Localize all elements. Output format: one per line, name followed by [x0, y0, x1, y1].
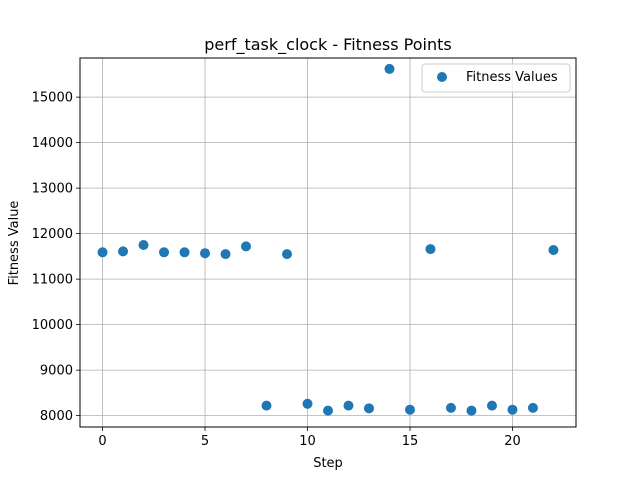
data-point: [404, 404, 415, 415]
x-tick-label: 0: [98, 434, 106, 449]
data-point: [241, 241, 252, 252]
chart-title: perf_task_clock - Fitness Points: [204, 35, 452, 55]
data-point: [200, 248, 211, 259]
x-tick-label: 20: [504, 434, 521, 449]
data-point: [466, 405, 477, 416]
data-point: [507, 404, 518, 415]
x-tick-label: 5: [201, 434, 209, 449]
legend-marker: [437, 72, 447, 82]
plot-frame: [79, 57, 577, 428]
data-point: [425, 244, 436, 255]
data-point: [527, 402, 538, 413]
data-point: [445, 402, 456, 413]
data-point: [486, 400, 497, 411]
legend-label: Fitness Values: [466, 70, 558, 85]
y-tick-label: 9000: [40, 364, 73, 379]
x-axis-label: Step: [313, 456, 343, 471]
y-tick-label: 10000: [32, 318, 73, 333]
x-tick-label: 10: [299, 434, 316, 449]
data-point: [282, 249, 293, 260]
legend: Fitness Values: [421, 63, 571, 93]
data-point: [118, 246, 129, 257]
y-tick-label: 8000: [40, 409, 73, 424]
grid: [80, 58, 576, 427]
legend-box: [421, 63, 571, 93]
data-point: [97, 247, 108, 258]
data-point: [363, 403, 374, 414]
y-tick-label: 12000: [32, 227, 73, 242]
data-point: [179, 247, 190, 258]
data-point: [261, 400, 272, 411]
x-tick-label: 15: [402, 434, 419, 449]
y-tick-label: 15000: [32, 91, 73, 106]
data-point: [384, 63, 395, 74]
y-tick-label: 11000: [32, 273, 73, 288]
data-point: [138, 240, 149, 251]
axis-ticks: 0 5 10 15 20 8000 9000 10000 11000 12000 13000 1400…: [32, 91, 521, 449]
data-points: [97, 63, 559, 416]
data-point: [220, 249, 231, 260]
y-tick-label: 14000: [32, 136, 73, 151]
data-point: [159, 247, 170, 258]
y-tick-label: 13000: [32, 182, 73, 197]
y-axis-label: Fitness Value: [7, 201, 22, 286]
data-point: [323, 405, 333, 416]
data-point: [548, 245, 559, 256]
data-point: [343, 400, 354, 411]
data-point: [302, 398, 313, 409]
